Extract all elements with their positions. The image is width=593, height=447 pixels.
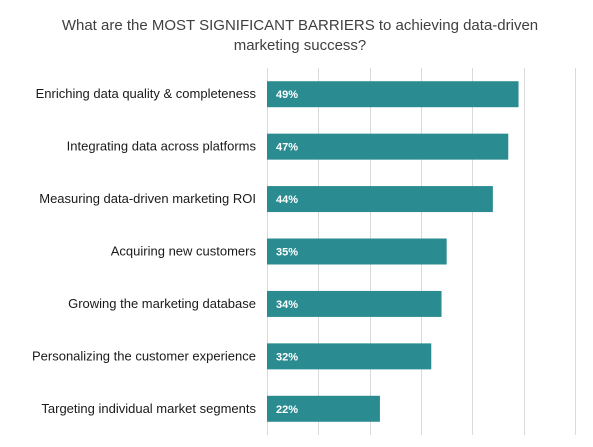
gridlines <box>267 68 576 435</box>
category-label: Personalizing the customer experience <box>32 348 256 363</box>
category-label: Acquiring new customers <box>111 244 257 259</box>
bar-value-label: 22% <box>276 404 298 416</box>
bar <box>267 238 447 265</box>
bar-value-label: 34% <box>276 299 298 311</box>
bar <box>267 186 493 213</box>
bar-value-label: 49% <box>276 89 298 101</box>
category-label: Measuring data-driven marketing ROI <box>39 191 256 206</box>
bar <box>267 290 442 317</box>
category-label: Enriching data quality & completeness <box>36 86 257 101</box>
bar-value-label: 47% <box>276 142 298 154</box>
bar <box>267 133 509 160</box>
category-label: Targeting individual market segments <box>41 401 256 416</box>
bar-value-label: 44% <box>276 194 298 206</box>
chart-title: What are the MOST SIGNIFICANT BARRIERS t… <box>61 17 539 54</box>
bar <box>267 395 380 422</box>
category-labels: Enriching data quality & completeness Int… <box>32 86 257 416</box>
bar <box>267 81 519 108</box>
bar <box>267 343 432 370</box>
bar-value-label: 35% <box>276 247 298 259</box>
bars: 49% 47% 44% 35% 34% 32% 22% <box>267 81 519 422</box>
category-label: Growing the marketing database <box>68 296 256 311</box>
bar-value-label: 32% <box>276 351 298 363</box>
category-label: Integrating data across platforms <box>67 139 257 154</box>
